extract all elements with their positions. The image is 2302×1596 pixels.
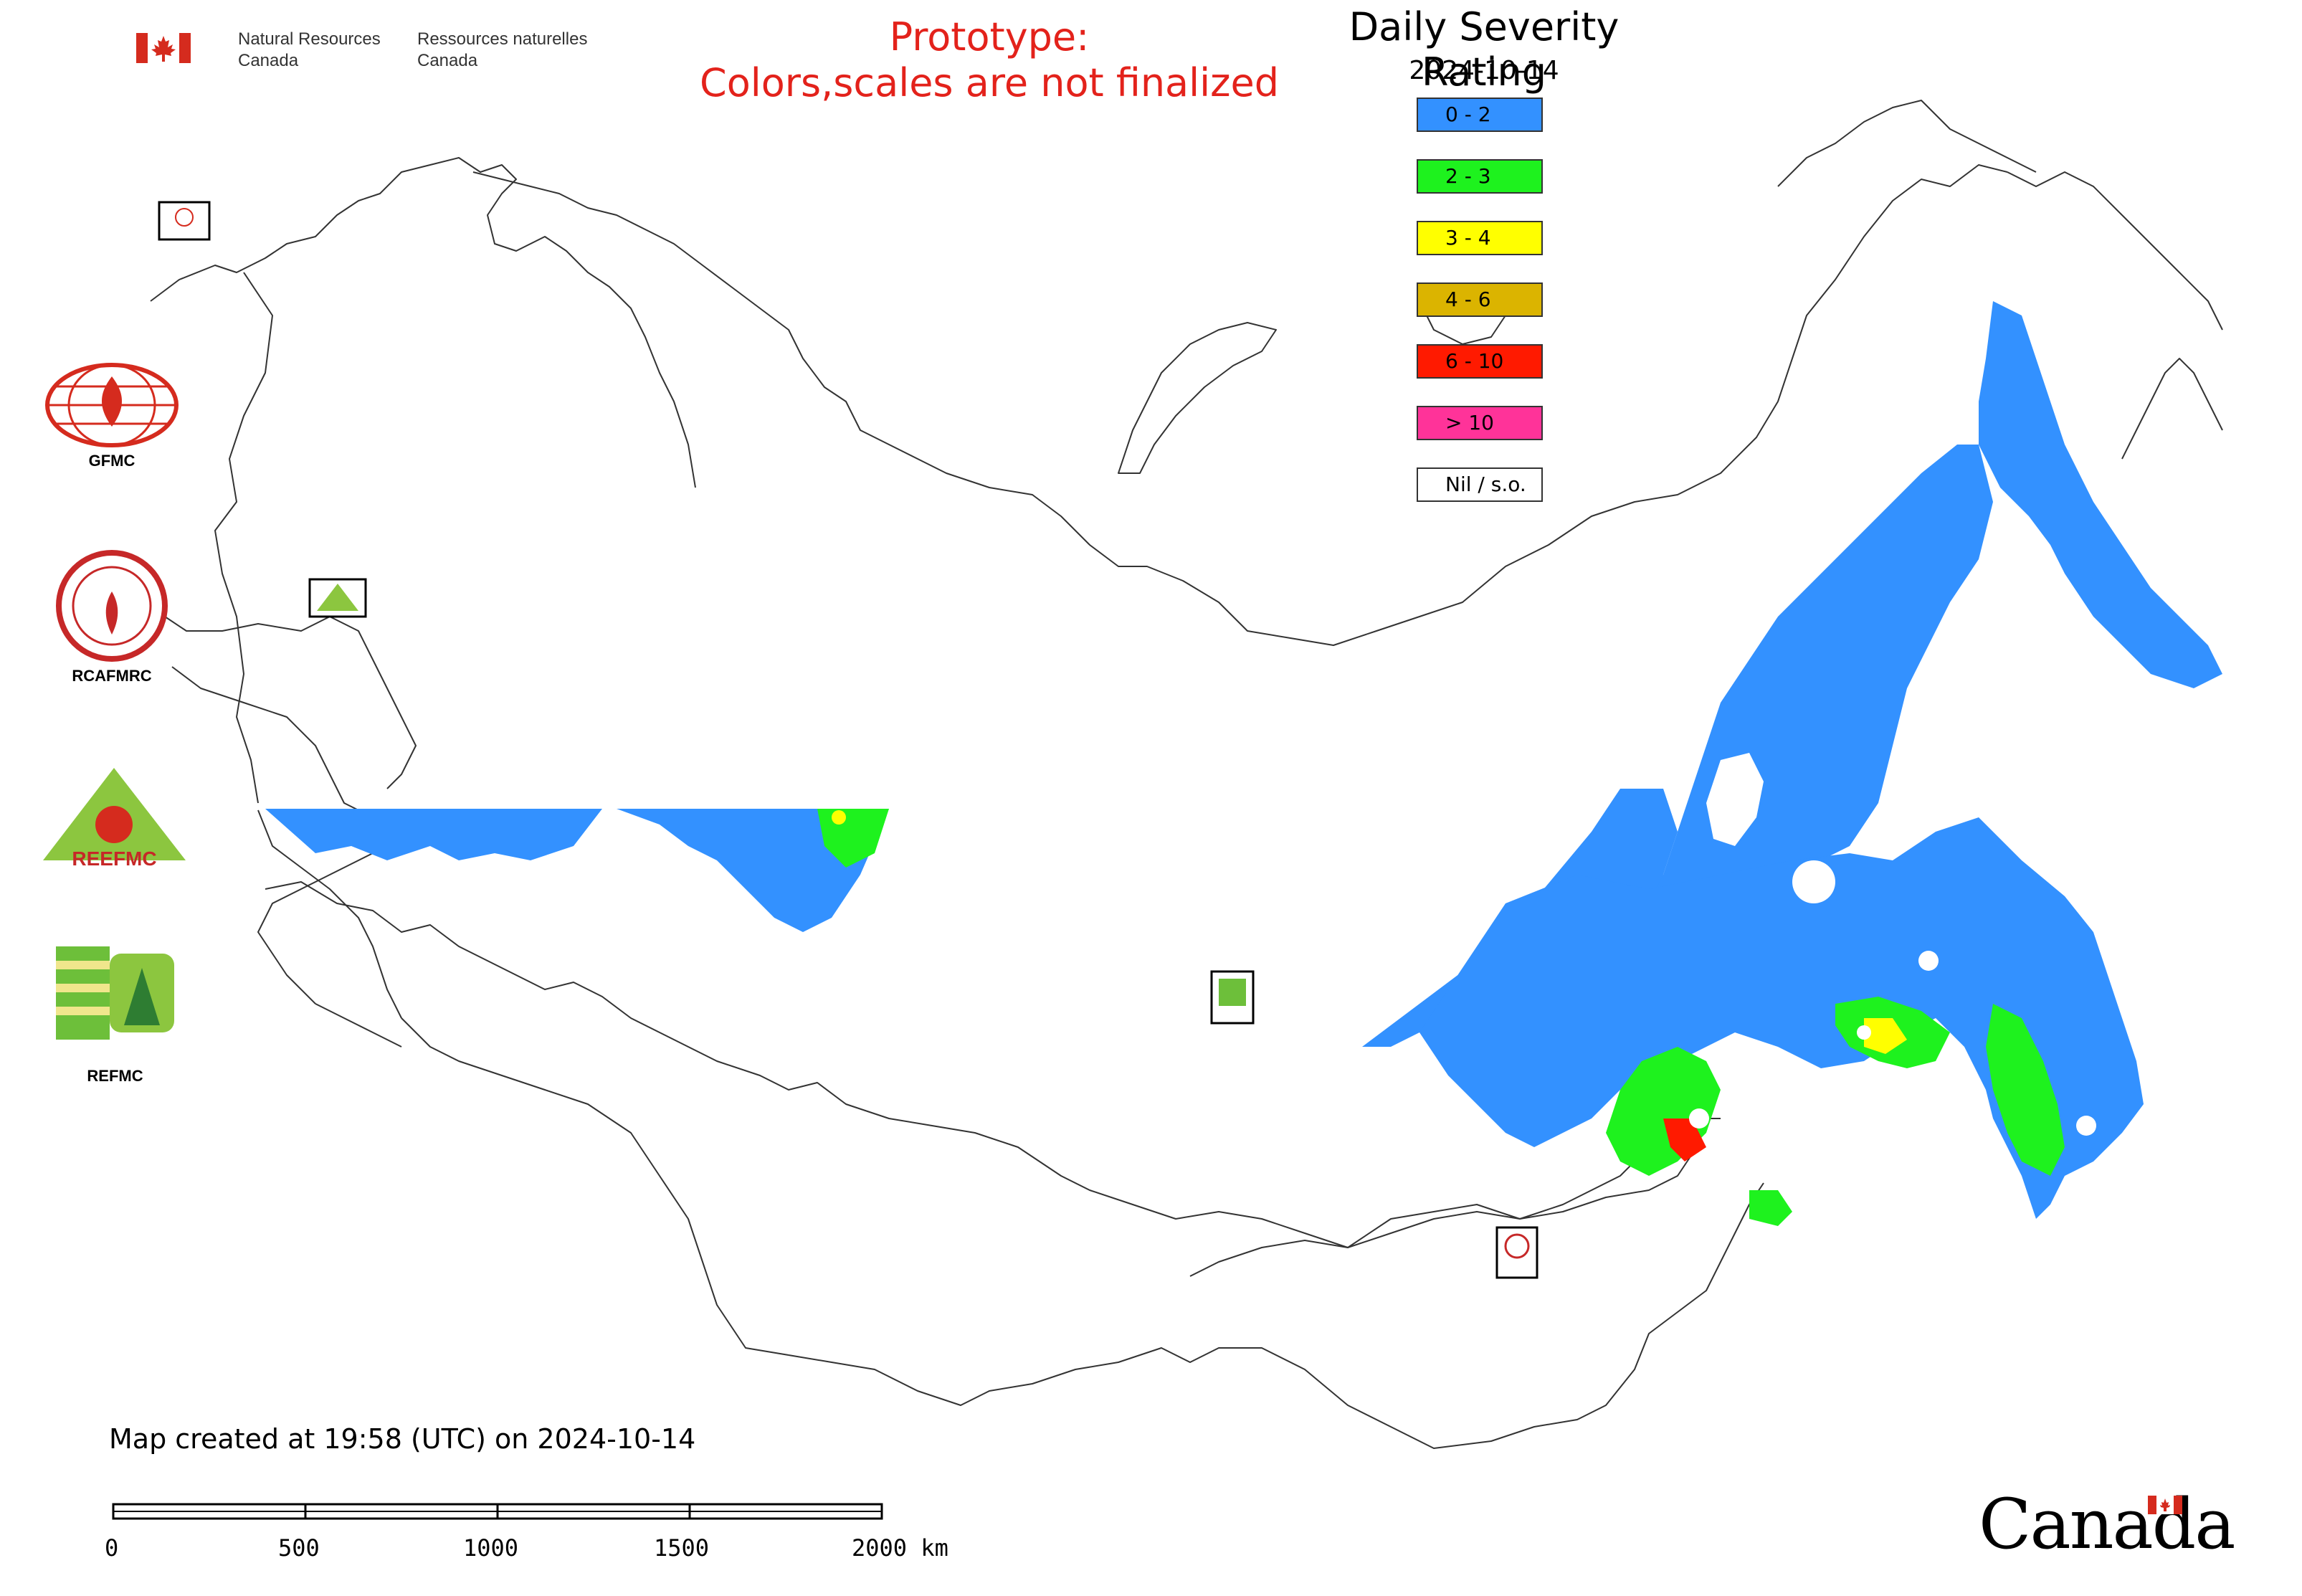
reefmc-wordmark: REEFMC xyxy=(72,847,157,870)
refmc-marker-icon xyxy=(1219,979,1246,1006)
gfmc-marker[interactable] xyxy=(158,201,211,241)
scale-label-1500: 1500 xyxy=(654,1534,710,1562)
lake-3 xyxy=(1689,1108,1709,1129)
legend-swatch-4: 6 - 10 xyxy=(1417,344,1543,379)
lake-2 xyxy=(1918,951,1939,971)
dept-fr-line2: Canada xyxy=(417,51,478,70)
gfmc-marker-icon xyxy=(175,208,194,227)
dept-name-fr: Ressources naturelles Canada xyxy=(417,29,587,72)
rcafmrc-seal-icon xyxy=(56,550,168,662)
central-yellow-spot xyxy=(832,810,846,825)
west-coverage-strip xyxy=(265,809,602,860)
canada-wordmark: Canada xyxy=(1979,1484,2235,1564)
mongolia-north-border xyxy=(1347,1154,1693,1248)
legend-date: 2024-10-14 xyxy=(1409,56,1559,85)
legend-swatch-3: 4 - 6 xyxy=(1417,282,1543,317)
kamchatka-tip xyxy=(2121,358,2223,460)
novaya-zemlya xyxy=(1118,322,1277,474)
map-station-markers xyxy=(158,201,1538,1279)
scale-label-0: 0 xyxy=(105,1534,119,1562)
canada-flag-icon xyxy=(2148,1496,2182,1514)
baikal-red-region xyxy=(1663,1118,1706,1162)
gfmc-logo xyxy=(40,362,184,455)
country-borders xyxy=(150,100,2223,1449)
reefmc-logo xyxy=(37,764,191,871)
rcafmrc-logo xyxy=(54,548,169,663)
central-coverage-strip xyxy=(617,809,889,932)
severity-coverage xyxy=(265,301,2222,1226)
dept-en-line1: Natural Resources xyxy=(238,29,381,49)
dept-en-line2: Canada xyxy=(238,51,299,70)
reefmc-marker-icon xyxy=(317,584,358,611)
refmc-logo xyxy=(56,946,174,1040)
ukraine-border xyxy=(257,809,402,1019)
legend-swatch-5: > 10 xyxy=(1417,406,1543,440)
refmc-sigma-icon xyxy=(56,946,174,1040)
lake-1 xyxy=(1792,860,1835,903)
legend-swatch-1: 2 - 3 xyxy=(1417,159,1543,194)
kamchatka-coverage xyxy=(1979,301,2222,688)
legend-swatch-2: 3 - 4 xyxy=(1417,221,1543,255)
canada-wordmark-text: Canada xyxy=(1979,1484,2235,1564)
amur-coverage xyxy=(1419,817,2144,1219)
caspian-border xyxy=(401,1017,789,1356)
prototype-line2: Colors,scales are not finalized xyxy=(700,60,1279,105)
okhotsk-coverage xyxy=(1620,445,1993,997)
prototype-notice: Prototype: Colors,scales are not finaliz… xyxy=(645,14,1333,106)
prototype-line1: Prototype: xyxy=(889,14,1090,60)
refmc-caption: REFMC xyxy=(87,1067,143,1085)
lake-4 xyxy=(2076,1116,2096,1136)
chukotka-coast xyxy=(1777,100,2037,187)
lake-5 xyxy=(1857,1025,1871,1040)
baltic-border xyxy=(164,616,417,789)
scale-label-2000: 2000 km xyxy=(852,1534,948,1562)
gfmc-globe-icon xyxy=(45,363,179,447)
arctic-coast xyxy=(472,164,2008,646)
bering-coast xyxy=(2007,171,2223,331)
kola-coast xyxy=(150,157,696,488)
mongolia-green-patch xyxy=(1749,1190,1792,1226)
flag-left-bar xyxy=(136,33,148,63)
gfmc-caption: GFMC xyxy=(88,452,135,470)
dept-name-en: Natural Resources Canada xyxy=(238,29,381,72)
finland-border xyxy=(214,272,273,804)
central-asia-border xyxy=(788,1182,1764,1449)
rcafmrc-marker-icon xyxy=(1504,1233,1530,1259)
maple-leaf-icon xyxy=(148,33,179,63)
legend-swatch-0: 0 - 2 xyxy=(1417,98,1543,132)
lake-6 xyxy=(1706,753,1764,846)
scale-label-1000: 1000 xyxy=(463,1534,519,1562)
crimea-border xyxy=(315,1003,402,1048)
flag-right-bar xyxy=(179,33,191,63)
legend-title: Daily Severity Rating xyxy=(1349,4,1620,95)
rcafmrc-caption: RCAFMRC xyxy=(72,667,152,685)
zeya-yellow-region xyxy=(1864,1018,1907,1054)
scale-label-500: 500 xyxy=(278,1534,320,1562)
mongolia-west-border xyxy=(1189,1240,1349,1277)
gov-header: Natural Resources Canada Ressources natu… xyxy=(136,29,624,79)
primorye-green-region xyxy=(1986,1004,2065,1176)
map-created-text: Map created at 19:58 (UTC) on 2024-10-14 xyxy=(109,1423,696,1455)
scale-bar xyxy=(112,1503,883,1520)
reefmc-triangle-icon xyxy=(43,768,186,860)
dept-fr-line1: Ressources naturelles xyxy=(417,29,588,49)
rcafmrc-marker[interactable] xyxy=(1495,1226,1538,1279)
legend-swatch-6: Nil / s.o. xyxy=(1417,467,1543,502)
